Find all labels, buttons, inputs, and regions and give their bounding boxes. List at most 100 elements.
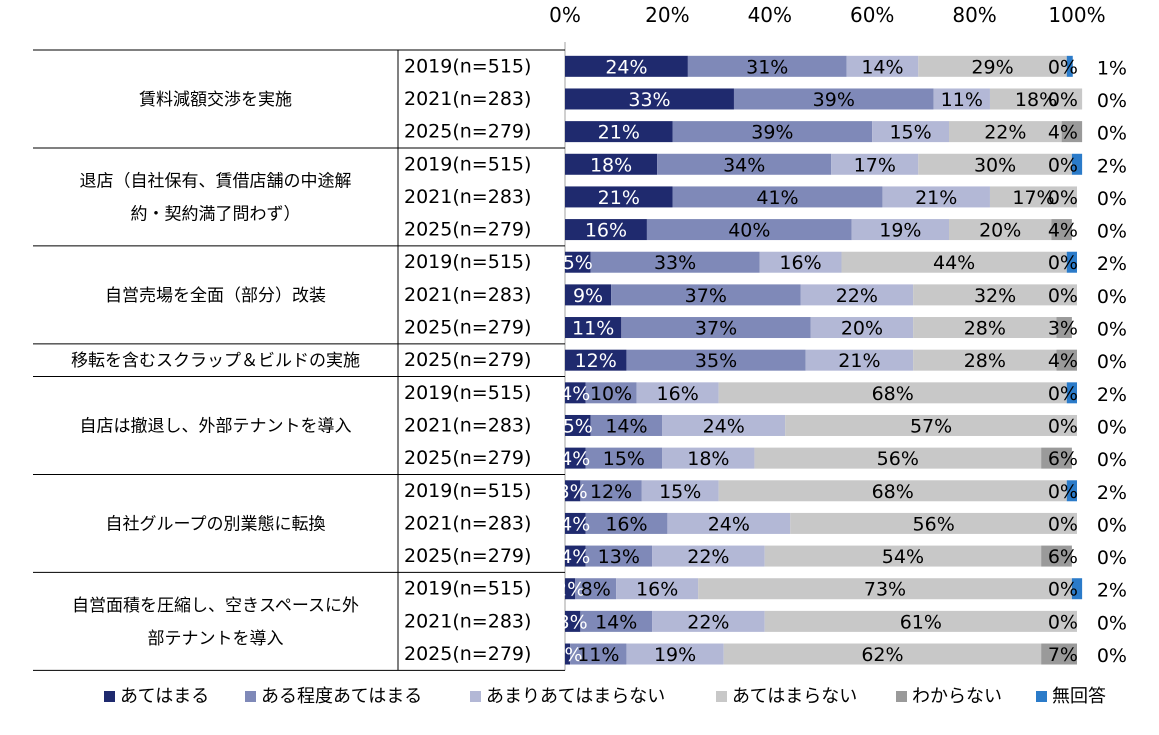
bar-segment xyxy=(565,186,673,208)
data-label: 0% xyxy=(1097,449,1127,471)
row-label: 2021(n=283) xyxy=(404,610,531,632)
legend-swatch xyxy=(716,691,727,702)
row-label: 2019(n=515) xyxy=(404,55,531,77)
legend-entry: あまりあてはまらない xyxy=(486,686,665,707)
row-label: 2025(n=279) xyxy=(404,219,531,241)
data-label: 35% xyxy=(695,350,737,372)
legend-entry: あてはまる xyxy=(120,686,209,707)
bar-segment xyxy=(841,251,1067,273)
bar-segment xyxy=(1066,382,1077,404)
bar-segment xyxy=(565,219,647,241)
data-label: 6% xyxy=(1048,546,1078,568)
bar-segment xyxy=(565,284,612,306)
group-label: 退店（自社保有、賃借店舗の中途解 xyxy=(80,171,352,191)
bar-segment xyxy=(590,414,663,436)
group-label: 自営売場を全面（部分）改装 xyxy=(105,286,326,306)
data-label: 5% xyxy=(563,415,593,437)
data-label: 12% xyxy=(590,481,632,503)
data-label: 21% xyxy=(838,350,880,372)
row-label: 2019(n=515) xyxy=(404,578,531,600)
bar-segment xyxy=(913,284,1077,306)
x-tick-label: 40% xyxy=(748,3,792,27)
data-label: 0% xyxy=(1048,579,1078,601)
data-label: 44% xyxy=(933,252,975,274)
data-label: 15% xyxy=(659,481,701,503)
bar-segment xyxy=(667,512,791,534)
bar-segment xyxy=(616,578,699,600)
bar-segment xyxy=(570,643,627,665)
data-label: 73% xyxy=(864,579,906,601)
data-label: 61% xyxy=(900,611,942,633)
data-label: 16% xyxy=(605,513,647,535)
data-label: 21% xyxy=(598,122,640,144)
x-tick-label: 60% xyxy=(850,3,894,27)
bar-segment xyxy=(565,153,658,175)
row-label: 2019(n=515) xyxy=(404,153,531,175)
bar-segment xyxy=(672,186,883,208)
bar-segment xyxy=(652,545,765,567)
bar-segment xyxy=(851,219,949,241)
data-label: 57% xyxy=(910,415,952,437)
data-label: 0% xyxy=(1048,415,1078,437)
x-tick-label: 0% xyxy=(549,3,581,27)
data-label: 0% xyxy=(1097,319,1127,341)
bar-segment xyxy=(565,610,581,632)
x-tick-label: 20% xyxy=(645,3,689,27)
bar-segment xyxy=(846,55,919,77)
bar-segment xyxy=(718,382,1067,404)
data-label: 2% xyxy=(555,579,585,601)
bar-segment xyxy=(565,447,586,469)
bar-segment xyxy=(585,512,668,534)
bar-segment xyxy=(764,610,1077,632)
bar-segment xyxy=(657,153,832,175)
data-label: 0% xyxy=(1048,611,1078,633)
data-label: 2% xyxy=(1097,482,1127,504)
row-label: 2021(n=283) xyxy=(404,284,531,306)
legend-swatch xyxy=(1036,691,1047,702)
bar-segment xyxy=(754,447,1042,469)
bar-segment xyxy=(565,88,734,110)
bar-segment xyxy=(785,414,1077,436)
data-label: 0% xyxy=(1048,383,1078,405)
data-label: 22% xyxy=(836,285,878,307)
data-label: 14% xyxy=(605,415,647,437)
bar-segment xyxy=(1056,317,1072,339)
row-label: 2021(n=283) xyxy=(404,512,531,534)
bar-segment xyxy=(646,219,852,241)
bar-segment xyxy=(1041,545,1072,567)
data-label: 41% xyxy=(756,187,798,209)
data-label: 17% xyxy=(1012,187,1054,209)
bar-segment xyxy=(989,88,1083,110)
data-label: 15% xyxy=(889,122,931,144)
data-label: 6% xyxy=(1048,448,1078,470)
data-label: 40% xyxy=(728,220,770,242)
data-label: 22% xyxy=(984,122,1026,144)
bar-segment xyxy=(1066,55,1073,77)
bar-segment xyxy=(918,55,1067,77)
data-label: 37% xyxy=(685,285,727,307)
data-label: 0% xyxy=(1097,547,1127,569)
bar-segment xyxy=(733,88,934,110)
data-label: 21% xyxy=(915,187,957,209)
bar-segment xyxy=(662,447,755,469)
bar-segment xyxy=(565,643,571,665)
data-label: 0% xyxy=(1097,188,1127,210)
bar-segment xyxy=(989,186,1077,208)
legend-entry: 無回答 xyxy=(1052,686,1106,707)
bar-segment xyxy=(585,447,663,469)
data-label: 0% xyxy=(1097,416,1127,438)
data-label: 22% xyxy=(687,546,729,568)
data-label: 39% xyxy=(751,122,793,144)
data-label: 56% xyxy=(913,513,955,535)
data-label: 33% xyxy=(628,89,670,111)
data-label: 39% xyxy=(813,89,855,111)
data-label: 4% xyxy=(1048,122,1078,144)
data-label: 11% xyxy=(577,644,619,666)
row-label: 2025(n=279) xyxy=(404,317,531,339)
data-label: 5% xyxy=(563,252,593,274)
data-label: 3% xyxy=(1048,318,1078,340)
data-label: 0% xyxy=(1097,221,1127,243)
row-label: 2021(n=283) xyxy=(404,414,531,436)
bar-segment xyxy=(590,251,760,273)
